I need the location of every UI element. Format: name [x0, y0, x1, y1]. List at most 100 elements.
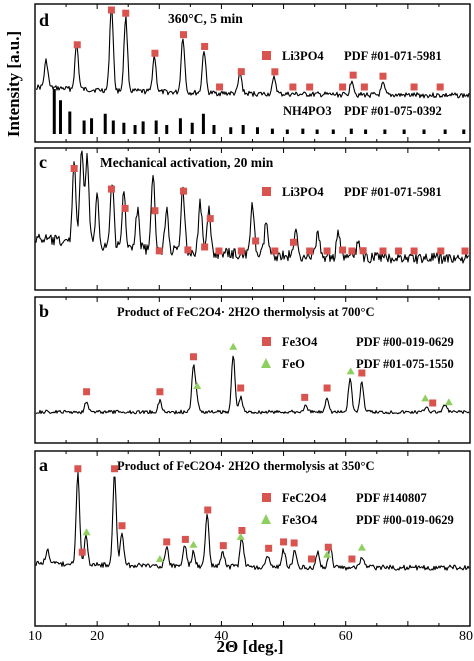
marker-triangle — [193, 381, 202, 389]
xrd-trace — [35, 471, 470, 571]
panel-letter: d — [39, 10, 49, 30]
marker-square — [358, 369, 366, 377]
marker-triangle — [236, 532, 245, 540]
panel-frame — [34, 450, 471, 627]
marker-bar — [383, 129, 387, 134]
marker-bar — [241, 125, 245, 134]
marker-square — [107, 6, 115, 14]
legend-label: Fe3O4 — [282, 513, 318, 527]
marker-square — [339, 83, 347, 91]
marker-square — [360, 83, 368, 91]
marker-square — [155, 247, 163, 255]
marker-square — [290, 539, 298, 547]
marker-square — [410, 247, 418, 255]
marker-square — [271, 247, 279, 255]
marker-square — [379, 247, 387, 255]
marker-square — [290, 238, 298, 246]
panel-a: a Product of FeC2O4· 2H2O thermolysis at … — [34, 450, 471, 627]
legend-pdf: PDF #01-071-5981 — [344, 185, 442, 199]
marker-square — [265, 544, 273, 552]
marker-square — [410, 83, 418, 91]
marker-square — [107, 185, 115, 193]
legend-pdf: PDF #140807 — [356, 491, 427, 505]
x-tick-labels: 10 20 40 60 80 — [28, 629, 473, 644]
marker-square — [189, 353, 197, 361]
marker-square — [339, 246, 347, 254]
marker-square — [201, 42, 209, 50]
panel-c: c Mechanical activation, 20 min Li3PO4 PDF … — [34, 147, 471, 291]
marker-square — [289, 83, 297, 91]
marker-bar — [212, 125, 216, 134]
panel-letter: b — [39, 301, 49, 321]
panel-letter: a — [39, 455, 48, 475]
marker-square — [216, 83, 224, 91]
xrd-trace — [35, 150, 470, 265]
marker-square — [348, 247, 356, 255]
legend-square-icon — [262, 493, 271, 502]
marker-square — [237, 68, 245, 76]
marker-triangle — [189, 540, 198, 548]
legend-pdf: PDF #00-019-0629 — [356, 513, 454, 527]
legend-label: FeO — [282, 357, 305, 371]
marker-square — [122, 9, 130, 17]
legend-label: FeC2O4 — [282, 491, 327, 505]
panel-d: d 360°C, 5 min Li3PO4 PDF #01-071-5981 NH4PO… — [34, 3, 471, 143]
marker-square — [306, 83, 314, 91]
marker-bar — [58, 100, 62, 134]
legend-label: NH4PO3 — [283, 104, 332, 118]
marker-bar — [349, 128, 353, 134]
marker-square — [252, 237, 260, 245]
marker-bar — [52, 89, 56, 134]
marker-square — [83, 388, 91, 396]
marker-square — [181, 535, 189, 543]
marker-square — [280, 538, 288, 546]
marker-bar — [90, 118, 94, 134]
marker-square — [180, 187, 188, 195]
panel-frame — [34, 3, 471, 143]
marker-triangle — [229, 342, 238, 350]
marker-square — [324, 543, 332, 551]
marker-bar — [122, 122, 126, 134]
panel-ticks — [34, 4, 471, 142]
panels: d 360°C, 5 min Li3PO4 PDF #01-071-5981 NH4PO… — [34, 3, 471, 627]
marker-bar — [285, 129, 289, 134]
marker-bar — [364, 129, 368, 134]
xrd-trace — [35, 355, 470, 415]
marker-square — [121, 204, 129, 212]
marker-square — [70, 164, 78, 172]
marker-square — [156, 388, 164, 396]
marker-bar — [165, 125, 169, 134]
marker-triangle — [421, 394, 430, 402]
marker-bar — [154, 120, 158, 134]
marker-bar — [315, 129, 319, 134]
marker-bar — [402, 129, 406, 134]
marker-square — [111, 465, 119, 473]
marker-square — [271, 68, 279, 76]
marker-square — [118, 522, 126, 530]
marker-square — [349, 71, 357, 79]
marker-bar — [141, 121, 145, 134]
marker-bar — [229, 127, 233, 134]
marker-triangle — [155, 554, 164, 562]
x-tick-label: 10 — [28, 629, 42, 644]
marker-square — [348, 555, 356, 563]
marker-square — [163, 538, 171, 546]
marker-bar — [255, 127, 259, 134]
legend-label: Fe3O4 — [282, 335, 318, 349]
marker-square — [237, 384, 245, 392]
marker-square — [78, 548, 86, 556]
marker-bar — [82, 120, 86, 134]
marker-bar — [422, 129, 426, 134]
panel-title: Product of FeC2O4· 2H2O thermolysis at 7… — [117, 305, 375, 319]
x-tick-label: 20 — [90, 629, 104, 644]
marker-triangle — [357, 543, 366, 551]
xrd-trace — [35, 8, 470, 99]
legend-square-icon — [262, 51, 271, 60]
panel-title: Product of FeC2O4· 2H2O thermolysis at 3… — [117, 459, 375, 473]
panel-ticks — [34, 451, 471, 626]
marker-square — [180, 31, 188, 39]
marker-square — [219, 542, 227, 550]
marker-square — [306, 247, 314, 255]
marker-square — [204, 506, 212, 514]
marker-triangle — [444, 398, 453, 406]
